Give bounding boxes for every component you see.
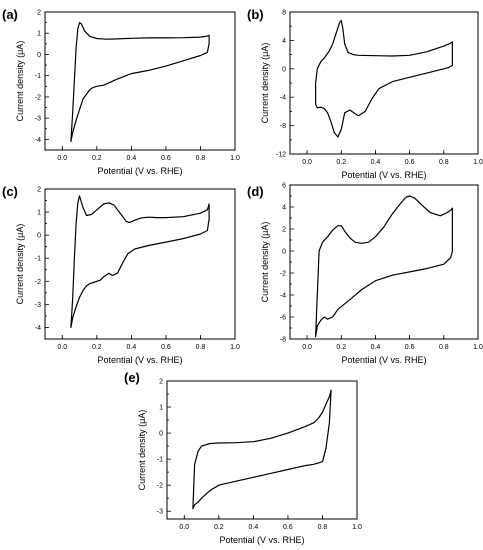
cv-curve [70, 195, 210, 329]
x-tick-label: 0.4 [371, 159, 381, 166]
plot-frame [44, 11, 236, 151]
panel-label: (c) [2, 184, 18, 199]
y-tick-label: 2 [37, 10, 41, 17]
x-axis-label: Potential (V vs. RHE) [341, 355, 426, 365]
y-tick-label: 8 [282, 10, 286, 17]
y-tick-label: 4 [282, 38, 286, 45]
y-tick-label: -2 [157, 483, 163, 490]
y-tick-label: 1 [37, 31, 41, 38]
y-tick-label: -8 [280, 123, 286, 130]
y-tick-label: 2 [37, 187, 41, 194]
y-tick-label: -4 [280, 293, 286, 300]
cv-curve [192, 389, 332, 510]
cv-curve [315, 19, 453, 138]
x-tick-label: 0.8 [196, 155, 206, 162]
x-tick-label: 0.8 [318, 524, 328, 531]
x-tick-label: 0.8 [196, 344, 206, 351]
x-tick-label: 0.0 [302, 159, 312, 166]
plot-frame [44, 188, 236, 340]
x-tick-label: 0.2 [92, 344, 102, 351]
y-tick-label: -2 [35, 94, 41, 101]
chart-panel-1: 0.0 0.2 0.4 0.6 0.8 1.0 -4 -3 -2 -1 0 1 2 Potential (… [2, 7, 240, 176]
y-tick-label: -1 [35, 256, 41, 263]
panel-label: (e) [124, 370, 140, 385]
panel-label: (b) [247, 7, 264, 22]
y-axis-label: Current density (μA) [260, 222, 270, 303]
y-tick-label: 0 [37, 52, 41, 59]
y-tick-label: 2 [282, 227, 286, 234]
x-tick-label: 0.6 [405, 159, 415, 166]
x-tick-label: 0.2 [92, 155, 102, 162]
y-tick-label: 4 [282, 205, 286, 212]
x-axis-label: Potential (V vs. RHE) [97, 355, 182, 365]
cv-curve [315, 195, 453, 338]
y-tick-label: -6 [280, 315, 286, 322]
cv-curve [70, 22, 210, 143]
y-tick-label: 1 [37, 210, 41, 217]
y-tick-label: -8 [280, 337, 286, 344]
x-tick-label: 0.4 [371, 344, 381, 351]
y-tick-label: 0 [159, 431, 163, 438]
x-axis-label: Potential (V vs. RHE) [97, 166, 182, 176]
plot-frame [289, 11, 479, 155]
y-tick-label: -2 [280, 271, 286, 278]
x-tick-label: 0.8 [439, 344, 449, 351]
y-axis-label: Current density (μA) [15, 224, 25, 305]
y-tick-label: -1 [35, 73, 41, 80]
chart-panel-3: 0.0 0.2 0.4 0.6 0.8 1.0 -4 -3 -2 -1 0 1 2 Potential (… [2, 184, 240, 365]
x-tick-label: 0.4 [126, 155, 136, 162]
y-axis-label: Current density (μA) [137, 410, 147, 491]
x-tick-label: 0.0 [179, 524, 189, 531]
x-tick-label: 0.0 [57, 155, 67, 162]
y-tick-label: 0 [282, 66, 286, 73]
y-tick-label: -3 [35, 116, 41, 123]
y-axis-label: Current density (μA) [15, 41, 25, 122]
x-tick-label: 0.2 [336, 159, 346, 166]
chart-panel-2: 0.0 0.2 0.4 0.6 0.8 1.0 -12 -8 -4 0 4 8 Potential (V… [247, 7, 483, 180]
x-tick-label: 0.6 [161, 344, 171, 351]
panel-label: (d) [247, 184, 264, 199]
x-axis-label: Potential (V vs. RHE) [219, 535, 304, 545]
y-tick-label: -2 [35, 279, 41, 286]
y-tick-label: -4 [35, 137, 41, 144]
y-tick-label: 0 [37, 233, 41, 240]
chart-panel-5: 0.0 0.2 0.4 0.6 0.8 1.0 -3 -2 -1 0 1 2 Potential (V … [124, 370, 362, 545]
x-tick-label: 0.6 [161, 155, 171, 162]
x-tick-label: 0.2 [336, 344, 346, 351]
x-tick-label: 0.0 [57, 344, 67, 351]
x-tick-label: 0.0 [302, 344, 312, 351]
y-tick-label: -3 [35, 302, 41, 309]
y-tick-label: -12 [276, 152, 286, 159]
y-tick-label: -4 [35, 325, 41, 332]
x-tick-label: 0.6 [283, 524, 293, 531]
y-tick-label: 6 [282, 183, 286, 190]
y-tick-label: 2 [159, 379, 163, 386]
x-axis-label: Potential (V vs. RHE) [341, 170, 426, 180]
x-tick-label: 1.0 [352, 524, 362, 531]
x-tick-label: 1.0 [230, 344, 240, 351]
y-tick-label: -4 [280, 95, 286, 102]
x-tick-label: 0.2 [214, 524, 224, 531]
x-tick-label: 1.0 [473, 344, 483, 351]
x-tick-label: 0.6 [405, 344, 415, 351]
y-axis-label: Current density (μA) [260, 43, 270, 124]
y-tick-label: -1 [157, 457, 163, 464]
chart-panel-4: 0.0 0.2 0.4 0.6 0.8 1.0 -8 -6 -4 -2 0 2 4 6 Potential … [247, 183, 483, 366]
y-tick-label: 0 [282, 249, 286, 256]
plot-frame [166, 380, 358, 520]
x-tick-label: 1.0 [473, 159, 483, 166]
y-tick-label: 1 [159, 405, 163, 412]
x-tick-label: 1.0 [230, 155, 240, 162]
x-tick-label: 0.4 [126, 344, 136, 351]
x-tick-label: 0.8 [439, 159, 449, 166]
y-tick-label: -3 [157, 509, 163, 516]
x-tick-label: 0.4 [248, 524, 258, 531]
panel-label: (a) [2, 7, 18, 22]
